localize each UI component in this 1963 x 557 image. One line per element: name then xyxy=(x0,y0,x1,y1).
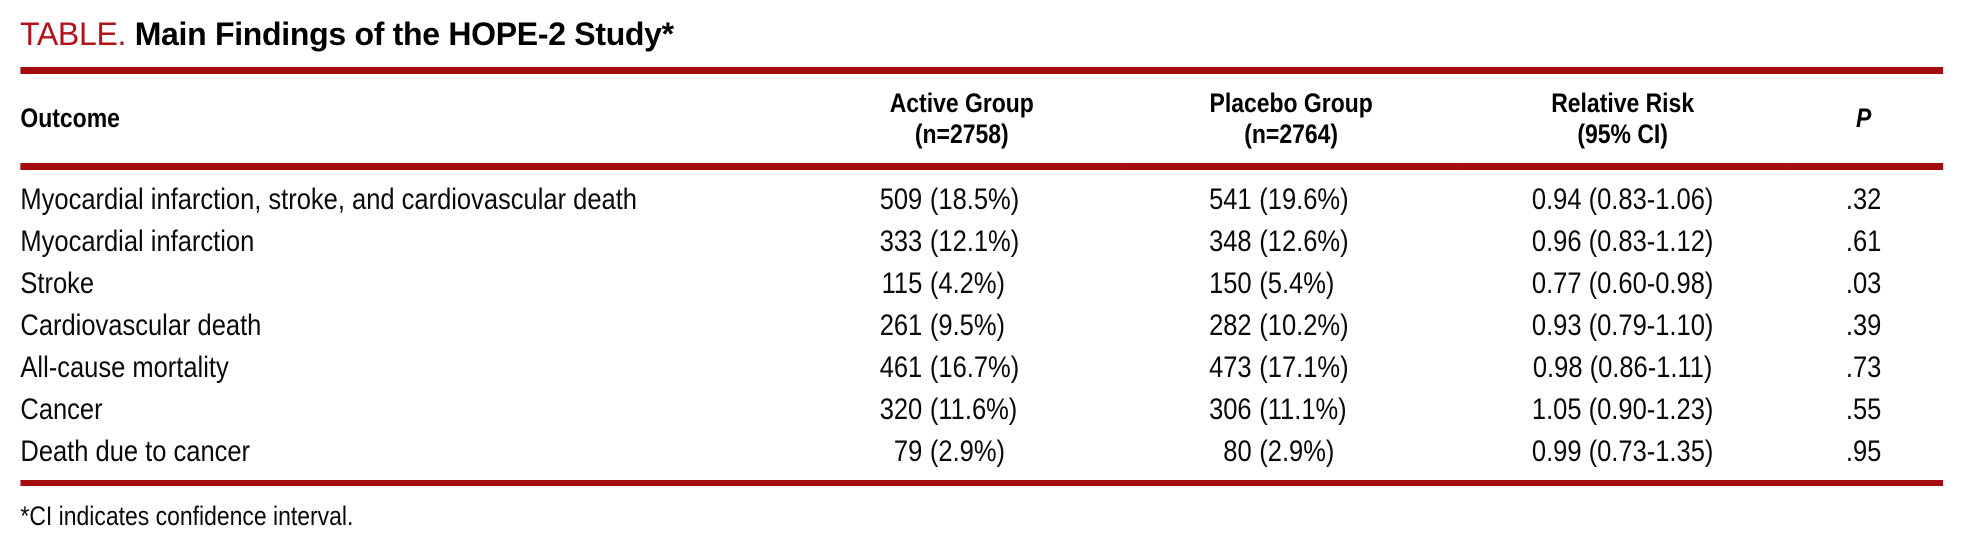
placebo-count: 348 xyxy=(1209,225,1252,258)
placebo-percent: (2.9%) xyxy=(1259,435,1335,468)
outcome-cell: All-cause mortality xyxy=(20,351,229,384)
p-value-cell: .03 xyxy=(1845,267,1882,300)
placebo-group-cell: 80 (2.9%) xyxy=(1121,431,1461,473)
active-count: 261 xyxy=(879,309,923,342)
active-count: 115 xyxy=(881,267,923,300)
placebo-percent: (19.6%) xyxy=(1259,183,1349,216)
p-value-cell: .61 xyxy=(1845,225,1882,258)
findings-table: Outcome Active Group (n=2758) Placebo Gr… xyxy=(20,74,1944,474)
active-group-cell: 115 (4.2%) xyxy=(802,263,1121,305)
placebo-count: 541 xyxy=(1209,183,1252,216)
outcome-cell: Stroke xyxy=(20,267,95,300)
active-count: 333 xyxy=(879,225,923,258)
active-group-cell: 461 (16.7%) xyxy=(802,347,1121,389)
placebo-group-cell: 306 (11.1%) xyxy=(1121,389,1461,431)
table-content: Outcome Active Group (n=2758) Placebo Gr… xyxy=(0,67,1963,531)
column-header-outcome: Outcome xyxy=(20,74,803,170)
outcome-cell: Death due to cancer xyxy=(20,435,251,468)
placebo-percent: (5.4%) xyxy=(1259,267,1335,300)
header-line-1: Placebo Group xyxy=(1209,87,1373,118)
column-header-placebo-group: Placebo Group (n=2764) xyxy=(1121,74,1462,170)
placebo-percent: (11.1%) xyxy=(1259,393,1347,426)
p-value-cell: .95 xyxy=(1845,435,1882,468)
active-count: 509 xyxy=(879,183,923,216)
active-group-cell: 261 (9.5%) xyxy=(802,305,1121,347)
column-header-p-value: P xyxy=(1784,74,1944,170)
table-row: All-cause mortality 461 (16.7%) 473 (17.1%… xyxy=(20,347,1943,389)
placebo-count: 282 xyxy=(1209,309,1252,342)
active-group-cell: 509 (18.5%) xyxy=(802,167,1121,222)
active-percent: (9.5%) xyxy=(929,309,1006,342)
relative-risk-cell: 0.99 (0.73-1.35) xyxy=(1531,435,1714,468)
active-percent: (18.5%) xyxy=(929,183,1020,216)
placebo-percent: (12.6%) xyxy=(1259,225,1349,258)
header-row: Outcome Active Group (n=2758) Placebo Gr… xyxy=(20,74,1944,170)
top-rule xyxy=(20,67,1944,74)
header-line-1: Relative Risk xyxy=(1551,87,1695,118)
placebo-count: 306 xyxy=(1209,393,1252,426)
p-value-cell: .55 xyxy=(1845,393,1882,426)
column-header-relative-risk: Relative Risk (95% CI) xyxy=(1461,74,1785,170)
active-percent: (12.1%) xyxy=(929,225,1020,258)
active-percent: (4.2%) xyxy=(929,267,1006,300)
table-row: Cardiovascular death 261 (9.5%) 282 (10.2%… xyxy=(20,305,1943,347)
p-value-cell: .32 xyxy=(1845,183,1882,216)
table-row: Myocardial infarction 333 (12.1%) 348 (12.… xyxy=(20,221,1943,263)
active-percent: (16.7%) xyxy=(929,351,1020,384)
column-header-active-group: Active Group (n=2758) xyxy=(802,74,1122,170)
active-count: 461 xyxy=(879,351,923,384)
header-line-2: (95% CI) xyxy=(1577,118,1668,149)
bottom-rule xyxy=(20,480,1944,486)
table-title-text: Main Findings of the HOPE-2 Study* xyxy=(134,16,674,52)
outcome-cell: Cardiovascular death xyxy=(20,309,262,342)
outcome-cell: Myocardial infarction, stroke, and cardi… xyxy=(20,183,637,216)
active-group-cell: 320 (11.6%) xyxy=(802,389,1121,431)
table-row: Death due to cancer 79 (2.9%) 80 (2.9%) 0.… xyxy=(20,431,1943,473)
table-body: Myocardial infarction, stroke, and cardi… xyxy=(20,167,1943,474)
outcome-cell: Cancer xyxy=(20,393,103,426)
active-percent: (11.6%) xyxy=(929,393,1018,426)
relative-risk-cell: 0.96 (0.83-1.12) xyxy=(1531,225,1714,258)
active-group-cell: 333 (12.1%) xyxy=(802,221,1121,263)
relative-risk-cell: 0.77 (0.60-0.98) xyxy=(1531,267,1714,300)
p-header-label: P xyxy=(1855,103,1872,133)
table-header: Outcome Active Group (n=2758) Placebo Gr… xyxy=(20,74,1944,170)
table-row: Myocardial infarction, stroke, and cardi… xyxy=(20,167,1943,222)
outcome-cell: Myocardial infarction xyxy=(20,225,255,258)
placebo-count: 150 xyxy=(1209,267,1252,300)
placebo-group-cell: 348 (12.6%) xyxy=(1121,221,1461,263)
p-value-cell: .73 xyxy=(1845,351,1882,384)
placebo-percent: (17.1%) xyxy=(1259,351,1349,384)
table-row: Stroke 115 (4.2%) 150 (5.4%) 0.77 (0.60-0.… xyxy=(20,263,1943,305)
active-group-cell: 79 (2.9%) xyxy=(802,431,1121,473)
placebo-group-cell: 541 (19.6%) xyxy=(1121,167,1461,222)
placebo-count: 473 xyxy=(1209,351,1252,384)
header-line-2: (n=2758) xyxy=(914,118,1009,149)
placebo-group-cell: 150 (5.4%) xyxy=(1121,263,1461,305)
relative-risk-cell: 1.05 (0.90-1.23) xyxy=(1531,393,1714,426)
placebo-count: 80 xyxy=(1223,435,1252,468)
relative-risk-cell: 0.94 (0.83-1.06) xyxy=(1531,183,1714,216)
footnote: *CI indicates confidence interval. xyxy=(20,501,354,531)
placebo-group-cell: 282 (10.2%) xyxy=(1121,305,1461,347)
relative-risk-cell: 0.93 (0.79-1.10) xyxy=(1531,309,1714,342)
table-title: TABLE. Main Findings of the HOPE-2 Study… xyxy=(0,0,1963,67)
table-row: Cancer 320 (11.6%) 306 (11.1%) 1.05 (0.90-… xyxy=(20,389,1943,431)
active-percent: (2.9%) xyxy=(929,435,1006,468)
table-title-label: TABLE. xyxy=(20,16,127,52)
relative-risk-cell: 0.98 (0.86-1.11) xyxy=(1532,351,1713,384)
header-line-2: (n=2764) xyxy=(1244,118,1339,149)
active-count: 320 xyxy=(879,393,923,426)
placebo-group-cell: 473 (17.1%) xyxy=(1121,347,1461,389)
placebo-percent: (10.2%) xyxy=(1259,309,1349,342)
p-value-cell: .39 xyxy=(1845,309,1882,342)
header-line-1: Active Group xyxy=(889,87,1034,118)
active-count: 79 xyxy=(893,435,923,468)
